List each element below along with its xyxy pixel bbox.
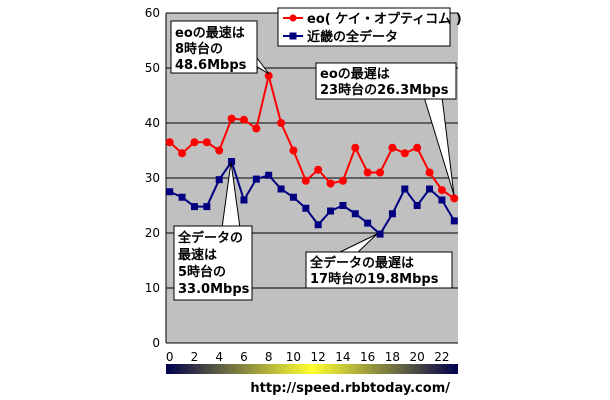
legend: eo( ケイ・オプティコム ) 近畿の全データ (277, 7, 462, 47)
y-tick-label: 40 (145, 116, 160, 130)
callout-all-fastest-line2: 最速は (178, 247, 217, 263)
y-tick-labels: 0 10 20 30 40 50 60 (145, 6, 160, 350)
data-point-s0 (326, 179, 335, 188)
callout-all-fastest-line4: 33.0Mbps (178, 282, 250, 297)
y-tick-label: 30 (145, 171, 160, 185)
data-point-s1 (166, 188, 174, 196)
x-tick-label: 10 (286, 350, 301, 364)
data-point-s0 (376, 168, 385, 177)
data-point-s0 (178, 149, 187, 158)
data-point-s0 (202, 138, 211, 147)
callout-eo-fastest-line1: eoの最速は (175, 25, 245, 41)
x-tick-label: 6 (240, 350, 248, 364)
data-point-s1 (228, 158, 236, 165)
data-point-s1 (438, 196, 446, 204)
x-tick-label: 12 (311, 350, 326, 364)
y-tick-label: 0 (152, 336, 160, 350)
data-point-s0 (351, 143, 360, 152)
data-point-s0 (264, 71, 273, 80)
callout-all-slowest-line2: 17時台の19.8Mbps (310, 271, 439, 287)
callout-all-slowest: 全データの最遅は 17時台の19.8Mbps (305, 233, 453, 289)
data-point-s0 (400, 149, 409, 158)
data-point-s1 (401, 185, 409, 193)
y-tick-label: 20 (145, 226, 160, 240)
y-tick-label: 10 (145, 281, 160, 295)
time-gradient-bar (166, 364, 458, 374)
legend-marker-eo (289, 14, 297, 22)
data-point-s0 (363, 168, 372, 177)
legend-label-all: 近畿の全データ (307, 29, 398, 45)
y-tick-label: 60 (145, 6, 160, 20)
data-point-s0 (190, 138, 199, 147)
data-point-s1 (327, 207, 335, 215)
data-point-s1 (277, 185, 285, 193)
callout-eo-slowest-box (315, 62, 457, 100)
y-tick-label: 50 (145, 61, 160, 75)
callout-eo-slowest-line2: 23時台の26.3Mbps (320, 82, 449, 98)
data-point-s0 (338, 176, 347, 185)
series-layer (165, 71, 459, 238)
data-point-s0 (314, 165, 323, 174)
x-tick-label: 20 (410, 350, 425, 364)
data-point-s0 (289, 146, 298, 155)
x-tick-label: 14 (335, 350, 350, 364)
callout-all-fastest-line1: 全データの (177, 230, 243, 246)
data-point-s1 (215, 176, 223, 184)
data-point-s0 (277, 119, 286, 127)
x-tick-label: 4 (215, 350, 223, 364)
data-point-s1 (190, 203, 198, 211)
data-point-s1 (265, 171, 273, 179)
callout-all-fastest-box (173, 225, 253, 301)
callout-eo-fastest-box (170, 20, 258, 74)
data-point-s0 (165, 138, 174, 147)
callout-all-slowest-line1: 全データの最遅は (309, 255, 414, 271)
x-tick-label: 18 (385, 350, 400, 364)
data-point-s1 (351, 210, 359, 218)
data-point-s1 (450, 217, 458, 225)
data-point-s0 (252, 124, 261, 133)
callout-eo-fastest-line2: 8時台の (175, 41, 223, 57)
callout-eo-fastest: eoの最速は 8時台の 48.6Mbps (170, 20, 270, 75)
data-point-s0 (215, 146, 224, 155)
data-point-s0 (450, 194, 459, 203)
data-point-s1 (364, 219, 372, 227)
x-tick-label: 0 (166, 350, 174, 364)
data-point-s1 (203, 203, 211, 211)
legend-label-eo: eo( ケイ・オプティコム ) (307, 12, 462, 27)
x-tick-label: 16 (360, 350, 375, 364)
data-point-s1 (252, 175, 260, 183)
data-point-s0 (437, 186, 446, 195)
x-tick-label: 8 (265, 350, 273, 364)
data-point-s1 (289, 193, 297, 201)
callout-eo-fastest-line3: 48.6Mbps (175, 58, 247, 73)
data-point-s1 (413, 202, 421, 209)
footer-url: http://speed.rbbtoday.com/ (250, 381, 450, 396)
x-tick-labels: 0 2 4 6 8 10 12 14 16 18 20 22 (166, 350, 450, 364)
x-tick-label: 2 (191, 350, 199, 364)
data-point-s1 (178, 193, 186, 201)
data-point-s0 (239, 115, 248, 124)
callout-all-fastest: 全データの 最速は 5時台の 33.0Mbps (173, 161, 253, 301)
data-point-s1 (376, 230, 384, 238)
data-point-s1 (388, 210, 396, 218)
data-point-s1 (314, 221, 322, 229)
data-point-s1 (240, 196, 248, 204)
data-point-s0 (388, 143, 397, 152)
data-point-s0 (227, 114, 236, 123)
data-point-s1 (426, 185, 434, 193)
data-point-s1 (302, 204, 310, 212)
legend-box (277, 7, 451, 47)
callout-eo-slowest-line1: eoの最遅は (320, 67, 390, 82)
x-tick-label: 22 (434, 350, 449, 364)
callout-all-slowest-box (305, 251, 453, 289)
data-point-s0 (425, 168, 434, 177)
data-point-s0 (301, 176, 310, 185)
callout-all-fastest-line3: 5時台の (178, 264, 226, 280)
data-point-s0 (413, 143, 422, 152)
legend-marker-all (289, 32, 297, 40)
callout-eo-slowest: eoの最遅は 23時台の26.3Mbps (315, 62, 457, 196)
data-point-s1 (339, 202, 347, 209)
